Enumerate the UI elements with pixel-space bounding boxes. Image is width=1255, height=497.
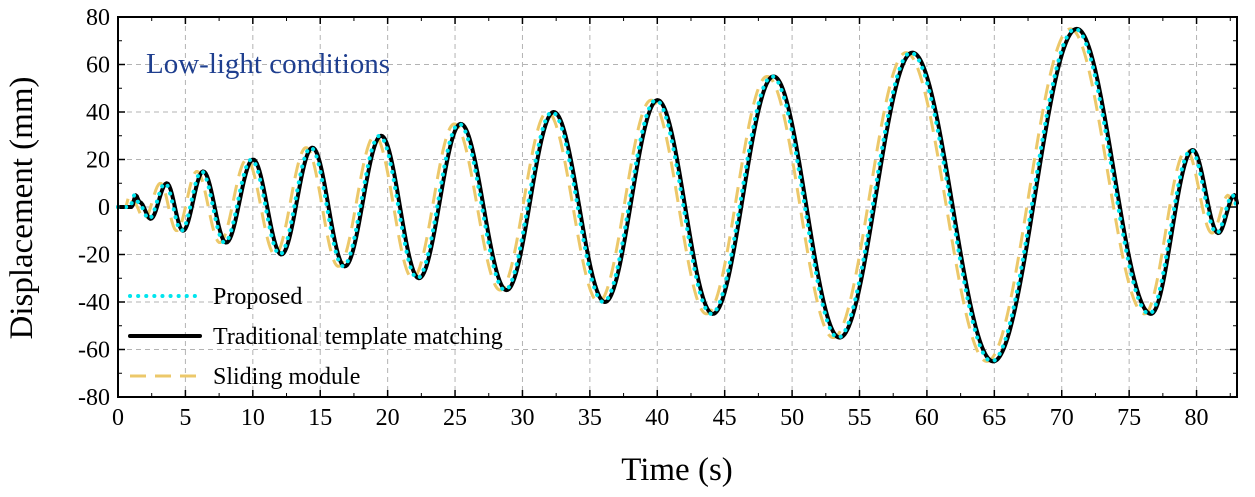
x-tick-label: 25: [443, 405, 467, 431]
y-tick-label: 60: [86, 53, 110, 79]
legend-label: Traditional template matching: [213, 324, 503, 350]
x-tick-label: 0: [112, 405, 124, 431]
y-tick-label: 80: [86, 5, 110, 31]
x-axis-title: Time (s): [621, 452, 733, 488]
y-tick-label: 0: [98, 195, 110, 221]
y-tick-label: -40: [78, 290, 110, 316]
y-tick-label: 40: [86, 100, 110, 126]
y-tick-label: -80: [78, 385, 110, 411]
x-tick-label: 35: [578, 405, 602, 431]
x-tick-label: 30: [510, 405, 534, 431]
condition-annotation: Low-light conditions: [146, 48, 390, 80]
x-tick-label: 70: [1050, 405, 1074, 431]
legend-label: Proposed: [213, 284, 302, 310]
x-tick-label: 5: [179, 405, 191, 431]
legend-label: Sliding module: [213, 364, 360, 390]
x-tick-label: 60: [915, 405, 939, 431]
x-tick-label: 75: [1117, 405, 1141, 431]
series-layer: [116, 26, 1239, 364]
series-line-proposed: [116, 26, 1239, 364]
y-tick-label: -20: [78, 243, 110, 269]
x-tick-label: 50: [780, 405, 804, 431]
y-tick-label: -60: [78, 338, 110, 364]
y-axis-title: Displacement (mm): [4, 76, 40, 339]
x-tick-label: 40: [645, 405, 669, 431]
x-tick-label: 55: [848, 405, 872, 431]
x-tick-label: 20: [376, 405, 400, 431]
series-line-traditional-template-matching: [116, 26, 1239, 364]
x-tick-label: 10: [241, 405, 265, 431]
x-tick-label: 45: [713, 405, 737, 431]
axis-ticks: 0 5 10 15 20 25 30 35 40 45 50 55 60 65 70 75 80 80 60 40 20…: [78, 5, 1237, 431]
x-tick-label: 80: [1185, 405, 1209, 431]
y-tick-label: 20: [86, 148, 110, 174]
legend: Proposed Traditional template matching Sli…: [128, 284, 503, 390]
x-tick-label: 65: [982, 405, 1006, 431]
series-line-sliding-module: [117, 27, 1238, 363]
x-tick-label: 15: [308, 405, 332, 431]
